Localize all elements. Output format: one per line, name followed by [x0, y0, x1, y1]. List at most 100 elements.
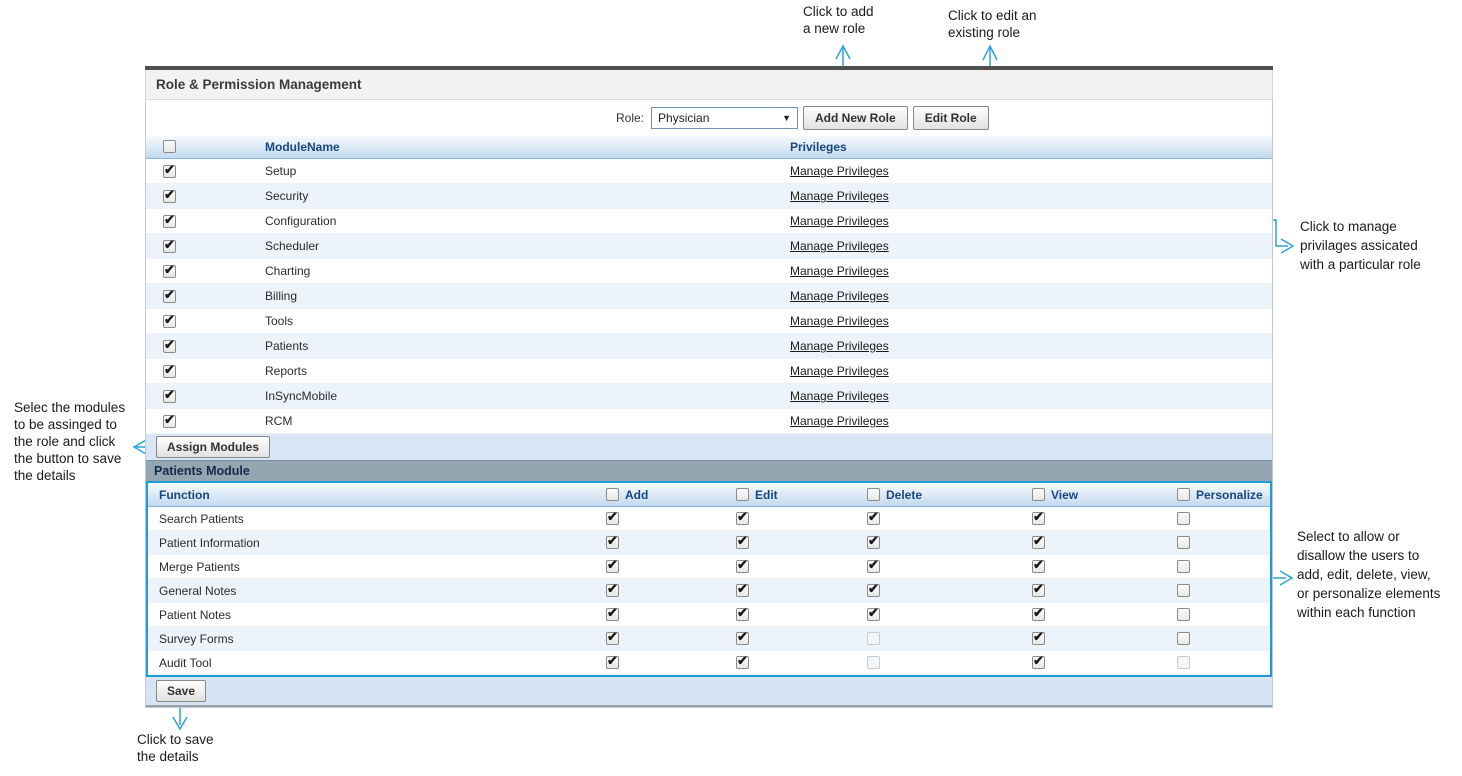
permission-checkbox[interactable] — [606, 533, 619, 549]
permission-checkbox[interactable] — [606, 557, 619, 573]
function-name: Search Patients — [159, 511, 244, 526]
function-name: Patient Notes — [159, 607, 232, 622]
permission-checkbox[interactable] — [736, 509, 749, 525]
module-checkbox[interactable] — [163, 162, 176, 179]
permission-checkbox[interactable] — [867, 533, 880, 549]
module-name: InSyncMobile — [265, 389, 338, 403]
function-name: Survey Forms — [159, 631, 234, 646]
col-select-all-checkbox[interactable] — [606, 488, 619, 501]
select-all-modules-checkbox[interactable] — [163, 140, 176, 154]
permission-checkbox[interactable] — [1032, 533, 1045, 549]
assign-band: Assign Modules — [146, 434, 1272, 460]
function-row: Search Patients — [148, 507, 1270, 531]
module-checkbox[interactable] — [163, 412, 176, 429]
function-row: Patient Information — [148, 531, 1270, 555]
assign-modules-button[interactable]: Assign Modules — [156, 436, 271, 458]
module-checkbox[interactable] — [163, 187, 176, 204]
permission-checkbox[interactable] — [1177, 536, 1190, 549]
permission-checkbox[interactable] — [1177, 584, 1190, 597]
module-checkbox[interactable] — [163, 387, 176, 404]
manage-privileges-link[interactable]: Manage Privileges — [790, 364, 889, 378]
annotation-add-role: Click to add a new role — [803, 4, 874, 36]
permission-checkbox[interactable] — [1177, 632, 1190, 645]
perm-column-label: Delete — [886, 487, 923, 502]
module-name: Setup — [265, 164, 297, 178]
annotation-manage-privileges: Click to manage privilages assicated wit… — [1300, 219, 1421, 272]
module-checkbox[interactable] — [163, 337, 176, 354]
manage-privileges-link[interactable]: Manage Privileges — [790, 189, 889, 203]
module-name: Tools — [265, 314, 294, 328]
module-row: Security Manage Privileges — [146, 184, 1272, 209]
manage-privileges-link[interactable]: Manage Privileges — [790, 239, 889, 253]
role-select[interactable]: Physician ▼ — [651, 107, 799, 129]
module-checkbox[interactable] — [163, 287, 176, 304]
module-row: Charting Manage Privileges — [146, 259, 1272, 284]
module-row: InSyncMobile Manage Privileges — [146, 384, 1272, 409]
module-checkbox[interactable] — [163, 262, 176, 279]
permission-checkbox[interactable] — [1032, 557, 1045, 573]
permission-checkbox[interactable] — [1177, 512, 1190, 525]
perm-column-header: Delete — [867, 488, 1032, 502]
permission-checkbox[interactable] — [1032, 653, 1045, 669]
permission-checkbox[interactable] — [736, 557, 749, 573]
manage-privileges-link[interactable]: Manage Privileges — [790, 339, 889, 353]
permission-checkbox[interactable] — [606, 605, 619, 621]
module-name: RCM — [265, 414, 293, 428]
save-band: Save — [146, 677, 1272, 707]
page-title: Role & Permission Management — [145, 70, 1273, 99]
permission-checkbox[interactable] — [736, 653, 749, 669]
function-name: Audit Tool — [159, 655, 212, 670]
permission-checkbox[interactable] — [606, 653, 619, 669]
perm-column-header: View — [1032, 488, 1177, 502]
role-select-value: Physician — [658, 111, 710, 125]
module-row: Configuration Manage Privileges — [146, 209, 1272, 234]
manage-privileges-link[interactable]: Manage Privileges — [790, 414, 889, 428]
col-select-all-checkbox[interactable] — [736, 488, 749, 501]
permission-checkbox[interactable] — [606, 581, 619, 597]
function-row: Merge Patients — [148, 555, 1270, 579]
function-name: Merge Patients — [159, 559, 240, 574]
col-select-all-checkbox[interactable] — [1032, 488, 1045, 501]
permission-checkbox[interactable] — [1177, 560, 1190, 573]
module-checkbox[interactable] — [163, 312, 176, 329]
permission-checkbox[interactable] — [1032, 605, 1045, 621]
chevron-down-icon: ▼ — [782, 113, 792, 123]
manage-privileges-link[interactable]: Manage Privileges — [790, 389, 889, 403]
col-select-all-checkbox[interactable] — [867, 488, 880, 501]
module-row: Billing Manage Privileges — [146, 284, 1272, 309]
manage-privileges-link[interactable]: Manage Privileges — [790, 214, 889, 228]
manage-privileges-link[interactable]: Manage Privileges — [790, 264, 889, 278]
permission-checkbox[interactable] — [1032, 581, 1045, 597]
permission-checkbox[interactable] — [867, 581, 880, 597]
module-checkbox[interactable] — [163, 212, 176, 229]
module-table-header: ModuleName Privileges — [146, 136, 1272, 159]
permission-checkbox[interactable] — [1032, 629, 1045, 645]
patients-module-section-title: Patients Module — [146, 460, 1272, 481]
permission-checkbox[interactable] — [606, 509, 619, 525]
permission-checkbox[interactable] — [867, 509, 880, 525]
permission-checkbox[interactable] — [867, 605, 880, 621]
edit-role-button[interactable]: Edit Role — [912, 106, 989, 130]
manage-privileges-link[interactable]: Manage Privileges — [790, 314, 889, 328]
col-select-all-checkbox[interactable] — [1177, 488, 1190, 501]
manage-privileges-link[interactable]: Manage Privileges — [790, 289, 889, 303]
save-button[interactable]: Save — [156, 680, 207, 702]
permission-checkbox[interactable] — [736, 605, 749, 621]
module-row: Scheduler Manage Privileges — [146, 234, 1272, 259]
module-row: RCM Manage Privileges — [146, 409, 1272, 434]
permission-checkbox[interactable] — [1177, 608, 1190, 621]
permission-checkbox[interactable] — [736, 629, 749, 645]
permission-checkbox[interactable] — [736, 581, 749, 597]
add-new-role-button[interactable]: Add New Role — [803, 106, 908, 130]
manage-privileges-link[interactable]: Manage Privileges — [790, 164, 889, 178]
module-name: Patients — [265, 339, 309, 353]
permission-checkbox[interactable] — [606, 629, 619, 645]
permission-checkbox[interactable] — [1032, 509, 1045, 525]
perm-column-label: Add — [625, 487, 649, 502]
module-checkbox[interactable] — [163, 237, 176, 254]
role-permission-panel: Role & Permission Management Role: Physi… — [145, 66, 1273, 708]
module-checkbox[interactable] — [163, 362, 176, 379]
permission-checkbox[interactable] — [867, 557, 880, 573]
permission-checkbox[interactable] — [736, 533, 749, 549]
annotation-save: Click to save the details — [137, 732, 214, 764]
